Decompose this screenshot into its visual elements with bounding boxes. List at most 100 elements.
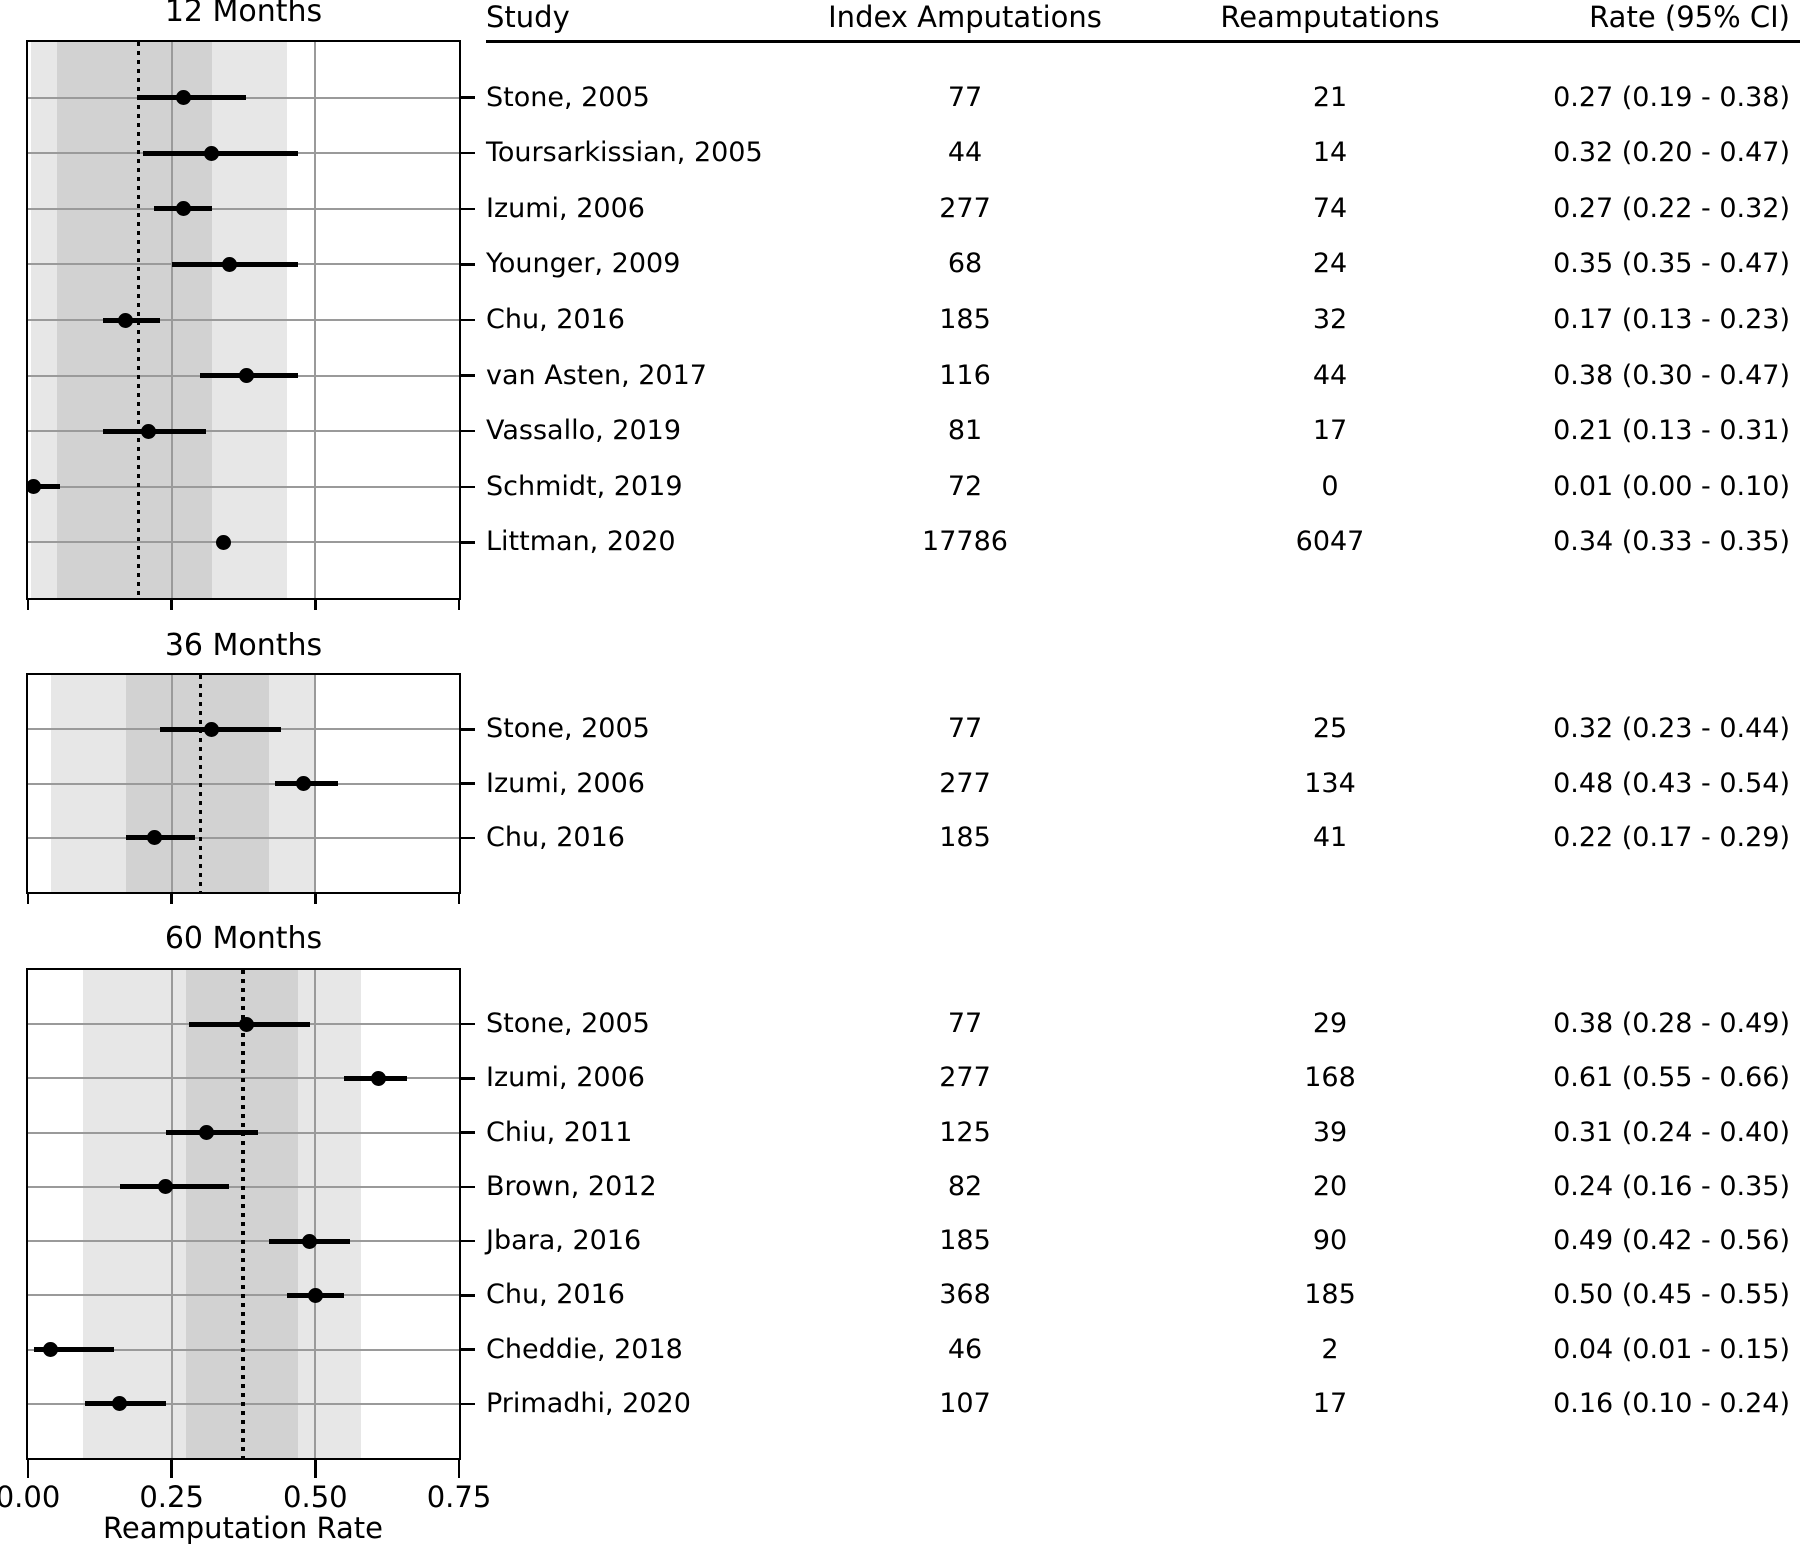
rate-value: 0.50 (0.45 - 0.55) (1553, 1279, 1790, 1311)
rate-value: 0.22 (0.17 - 0.29) (1553, 821, 1790, 853)
point-estimate-marker (238, 368, 254, 384)
study-tick (459, 318, 475, 322)
ci-bar (160, 726, 281, 732)
study-label: Izumi, 2006 (486, 1062, 645, 1094)
panel-title-36-months: 36 Months (164, 628, 323, 663)
study-label: Cheddie, 2018 (486, 1333, 683, 1365)
point-estimate-marker (158, 1179, 174, 1195)
rate-value: 0.27 (0.19 - 0.38) (1553, 81, 1790, 113)
point-estimate-marker (43, 1342, 59, 1358)
rate-value: 0.48 (0.43 - 0.54) (1553, 767, 1790, 799)
x-axis-title: Reamputation Rate (103, 1511, 383, 1545)
ci-bar (142, 150, 299, 156)
study-label: Stone, 2005 (486, 713, 650, 745)
reamputations-value: 168 (1304, 1062, 1356, 1094)
reamputations-value: 44 (1312, 359, 1348, 391)
study-label: van Asten, 2017 (486, 359, 707, 391)
point-estimate-marker (204, 145, 220, 161)
reamputations-value: 39 (1312, 1116, 1348, 1148)
rate-value: 0.01 (0.00 - 0.10) (1553, 470, 1790, 502)
point-estimate-marker (146, 830, 162, 846)
point-estimate-marker (307, 1287, 323, 1303)
reamputations-value: 17 (1312, 415, 1348, 447)
index-amputations-value: 77 (947, 81, 983, 113)
row-gridline (28, 782, 459, 785)
x-axis-tick (457, 892, 461, 904)
row-gridline (28, 319, 459, 321)
x-axis-tick (26, 1458, 30, 1478)
point-estimate-marker (371, 1070, 387, 1086)
index-amputations-value: 44 (947, 137, 983, 169)
study-label: Stone, 2005 (486, 1008, 650, 1040)
rate-value: 0.49 (0.42 - 0.56) (1553, 1225, 1790, 1257)
reamputations-value: 21 (1312, 81, 1348, 113)
study-tick (459, 836, 475, 839)
index-amputations-value: 277 (939, 767, 991, 799)
study-label: Chiu, 2011 (486, 1116, 633, 1148)
ci-bar (137, 95, 247, 101)
index-amputations-value: 277 (939, 192, 991, 224)
reamputations-value: 25 (1312, 713, 1348, 745)
rate-value: 0.21 (0.13 - 0.31) (1553, 415, 1790, 447)
panel-border-60-months (25, 967, 461, 1460)
row-gridline (28, 541, 459, 544)
point-estimate-marker (112, 1396, 128, 1412)
index-amputations-value: 46 (947, 1333, 983, 1365)
study-tick (459, 1077, 475, 1080)
rate-value: 0.38 (0.30 - 0.47) (1553, 359, 1790, 391)
column-header-rate: Rate (95% CI) (1589, 0, 1790, 34)
rate-value: 0.17 (0.13 - 0.23) (1553, 304, 1790, 336)
row-gridline (28, 207, 459, 210)
study-tick (459, 1348, 475, 1351)
rate-value: 0.38 (0.28 - 0.49) (1553, 1008, 1790, 1040)
rate-value: 0.61 (0.55 - 0.66) (1553, 1062, 1790, 1094)
rate-value: 0.34 (0.33 - 0.35) (1553, 526, 1790, 558)
rate-value: 0.24 (0.16 - 0.35) (1553, 1171, 1790, 1203)
x-axis-tick (457, 598, 461, 610)
index-amputations-value: 368 (939, 1279, 991, 1311)
study-tick (459, 782, 475, 785)
point-estimate-marker (296, 776, 312, 791)
study-label: Chu, 2016 (486, 821, 625, 853)
x-axis-tick (457, 1458, 461, 1478)
study-label: Chu, 2016 (486, 304, 625, 336)
ci-bar (119, 1184, 230, 1190)
index-amputations-value: 81 (947, 415, 983, 447)
rate-value: 0.31 (0.24 - 0.40) (1553, 1116, 1790, 1148)
reamputations-value: 41 (1312, 821, 1348, 853)
panel-border-12-months (25, 39, 461, 600)
reamputations-value: 17 (1312, 1387, 1348, 1419)
point-estimate-marker (175, 201, 191, 217)
ci-bar (28, 484, 60, 490)
x-axis-tick (170, 598, 173, 610)
pooled-rate-line (198, 675, 203, 892)
column-header-study: Study (486, 0, 570, 34)
reamputations-value: 0 (1321, 470, 1339, 502)
study-tick (459, 151, 475, 155)
row-gridline (28, 485, 459, 488)
x-axis-tick-label: 0.25 (139, 1480, 204, 1514)
point-estimate-marker (141, 423, 157, 439)
rate-value: 0.32 (0.20 - 0.47) (1553, 137, 1790, 169)
row-gridline (28, 430, 459, 433)
study-tick (459, 485, 475, 489)
vertical-gridline (314, 970, 317, 1458)
study-label: Chu, 2016 (486, 1279, 625, 1311)
ci-bar (33, 1347, 115, 1353)
study-tick (459, 96, 475, 99)
rate-value: 0.04 (0.01 - 0.15) (1553, 1333, 1790, 1365)
study-tick (459, 1131, 475, 1134)
index-amputations-value: 68 (947, 248, 983, 280)
study-tick (459, 374, 475, 377)
study-label: Littman, 2020 (486, 526, 676, 558)
reamputations-value: 20 (1312, 1171, 1348, 1203)
header-separator-line (486, 40, 1800, 43)
reamputations-value: 185 (1304, 1279, 1356, 1311)
index-amputations-value: 185 (939, 1225, 991, 1257)
study-label: Schmidt, 2019 (486, 470, 683, 502)
x-axis-tick (26, 892, 30, 904)
study-label: Toursarkissian, 2005 (486, 137, 763, 169)
point-estimate-marker (198, 1125, 214, 1141)
column-header-index-amputations: Index Amputations (828, 0, 1102, 34)
x-axis-tick (170, 892, 173, 904)
